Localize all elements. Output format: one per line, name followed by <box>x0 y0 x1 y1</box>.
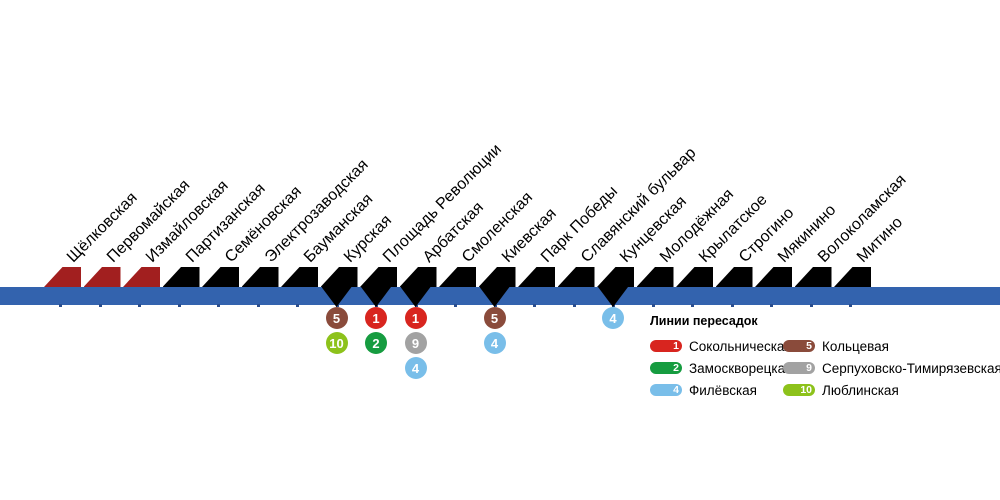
station-marker <box>478 267 516 287</box>
legend-item-label: Филёвская <box>689 382 757 398</box>
station-tick <box>217 304 220 307</box>
transfer-line-badge: 10 <box>325 332 348 354</box>
line-number: 9 <box>806 362 812 374</box>
line-pill-icon: 2 <box>650 362 682 374</box>
station-marker <box>360 267 397 287</box>
station-tick <box>809 304 813 307</box>
transfer-line-badge: 4 <box>404 357 427 379</box>
station-tick <box>454 304 457 307</box>
transfer-line-badge: 5 <box>325 307 348 329</box>
station-marker <box>320 267 358 287</box>
transfer-line-badge: 9 <box>404 332 427 354</box>
station-marker <box>794 267 832 287</box>
legend-item: 5 Кольцевая <box>783 338 1000 354</box>
legend-item-label: Сокольническая <box>689 338 792 354</box>
station-marker <box>399 267 437 287</box>
line-pill-icon: 1 <box>650 340 682 352</box>
station-tick <box>59 304 62 307</box>
line-number: 4 <box>673 384 679 396</box>
legend-item: 2 Замоскворецкая <box>650 360 793 376</box>
station-marker <box>202 267 239 287</box>
legend-column: 1 Сокольническая 2 Замоскворецкая 4 Филёвская <box>650 338 793 406</box>
station-tick <box>296 304 299 307</box>
transfer-legend: Линии пересадок 1 Сокольническая 2 Замоскво… <box>650 314 1000 398</box>
line-pill-icon: 5 <box>783 340 815 352</box>
station-marker <box>636 267 674 287</box>
station-tick <box>691 304 694 307</box>
line-number: 10 <box>800 384 812 396</box>
transfer-line-badge: 5 <box>483 307 506 329</box>
station-marker <box>715 267 753 287</box>
station-tick <box>177 304 181 307</box>
legend-item: 9 Серпуховско-Тимирязевская <box>783 360 1000 376</box>
station-marker <box>162 267 200 287</box>
line-number: 5 <box>806 340 812 352</box>
transfer-line-badge: 4 <box>602 307 624 329</box>
legend-item: 10 Люблинская <box>783 382 1000 398</box>
station-marker <box>241 267 279 287</box>
station-tick <box>651 304 655 307</box>
line-pill-icon: 4 <box>650 384 682 396</box>
station-marker <box>439 267 476 287</box>
station-marker <box>83 267 121 287</box>
station-marker <box>676 267 713 287</box>
station-tick <box>770 304 773 307</box>
legend-item-label: Серпуховско-Тимирязевская <box>822 360 1000 376</box>
station-marker <box>518 267 555 287</box>
station-tick <box>849 304 852 307</box>
transfer-line-badge: 4 <box>483 332 506 354</box>
station-tick <box>730 304 734 307</box>
legend-item-label: Замоскворецкая <box>689 360 793 376</box>
line-pill-icon: 9 <box>783 362 815 374</box>
station-tick <box>138 304 141 307</box>
station-tick <box>98 304 102 307</box>
line-pill-icon: 10 <box>783 384 815 396</box>
transfer-line-badge: 1 <box>404 307 427 329</box>
line-number: 2 <box>673 362 679 374</box>
station-marker <box>281 267 318 287</box>
station-marker <box>557 267 595 287</box>
legend-column: 5 Кольцевая 9 Серпуховско-Тимирязевская 10 Лю… <box>783 338 1000 406</box>
transfer-line-badge: 2 <box>365 332 387 354</box>
legend-item-label: Люблинская <box>822 382 899 398</box>
station-tick <box>256 304 260 307</box>
station-marker <box>834 267 871 287</box>
station-marker <box>123 267 160 287</box>
legend-title: Линии пересадок <box>650 314 758 328</box>
line-number: 1 <box>673 340 679 352</box>
transfer-line-badge: 1 <box>365 307 387 329</box>
station-marker <box>44 267 81 287</box>
station-marker <box>597 267 634 287</box>
station-tick <box>533 304 536 307</box>
legend-item: 1 Сокольническая <box>650 338 792 354</box>
legend-item-label: Кольцевая <box>822 338 889 354</box>
station-tick <box>572 304 576 307</box>
station-marker <box>755 267 792 287</box>
legend-item: 4 Филёвская <box>650 382 792 398</box>
